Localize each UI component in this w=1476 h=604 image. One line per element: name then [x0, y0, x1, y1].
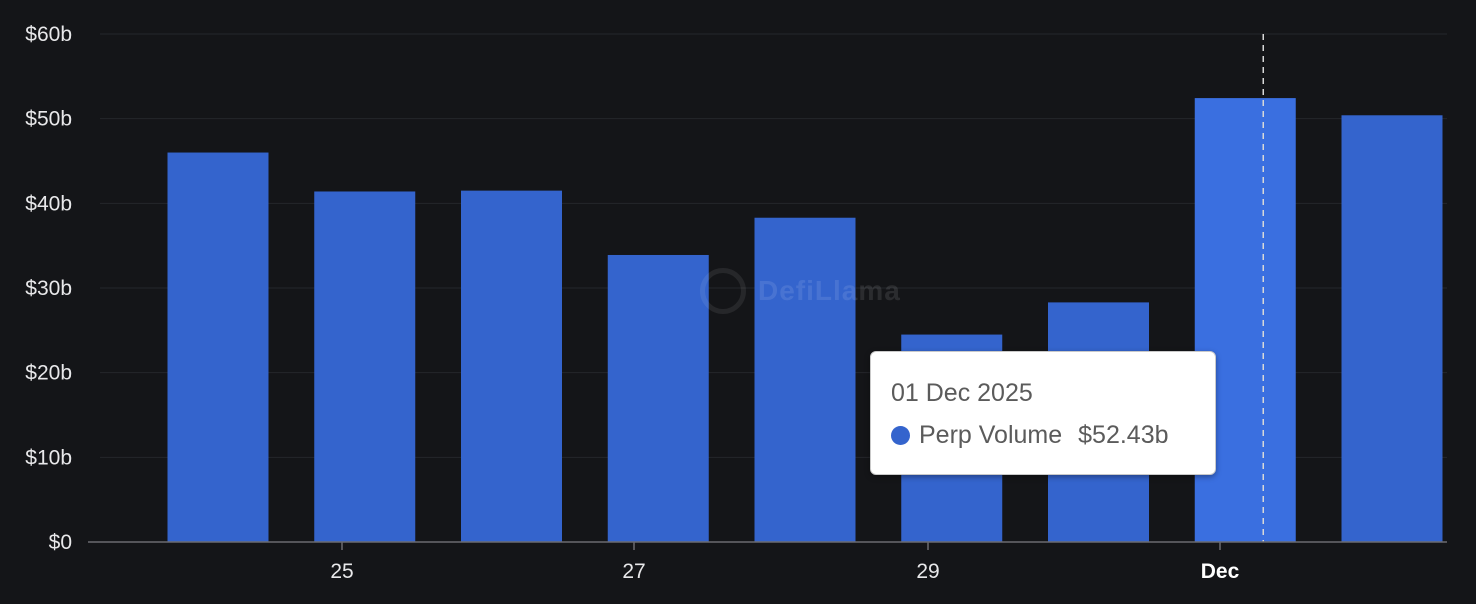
y-tick-label: $20b: [25, 362, 72, 385]
x-tick-label: 29: [916, 560, 939, 583]
x-tick-label: 25: [330, 560, 353, 583]
x-axis-ticks: 25 27 29 Dec: [330, 542, 1240, 583]
x-tick-label: Dec: [1201, 560, 1240, 583]
bar[interactable]: [1341, 115, 1443, 542]
chart-tooltip: 01 Dec 2025 Perp Volume $52.43b: [870, 351, 1216, 475]
y-tick-label: $50b: [25, 108, 72, 131]
tooltip-date: 01 Dec 2025: [891, 379, 1033, 407]
y-tick-label: $10b: [25, 446, 72, 469]
tooltip-series-name: Perp Volume: [919, 421, 1063, 449]
y-tick-label: $40b: [25, 192, 72, 215]
y-tick-label: $0: [49, 531, 72, 554]
y-axis-ticks: $0 $10b $20b $30b $40b $50b $60b: [25, 23, 72, 554]
watermark-text: DefiLlama: [758, 275, 901, 306]
bars: [167, 98, 1443, 543]
bar[interactable]: [167, 152, 269, 543]
watermark: DefiLlama: [700, 268, 901, 314]
y-tick-label: $30b: [25, 277, 72, 300]
series-dot-icon: [891, 425, 910, 445]
y-tick-label: $60b: [25, 23, 72, 46]
bar[interactable]: [607, 254, 709, 543]
bar[interactable]: [314, 191, 416, 543]
defillama-logo-icon: [700, 268, 746, 314]
tooltip-value: $52.43b: [1078, 421, 1169, 449]
bar[interactable]: [754, 217, 856, 542]
tooltip-series-row: Perp Volume $52.43b: [891, 420, 1195, 450]
x-tick-label: 27: [622, 560, 645, 583]
bar[interactable]: [1194, 98, 1296, 543]
bar[interactable]: [461, 190, 562, 542]
